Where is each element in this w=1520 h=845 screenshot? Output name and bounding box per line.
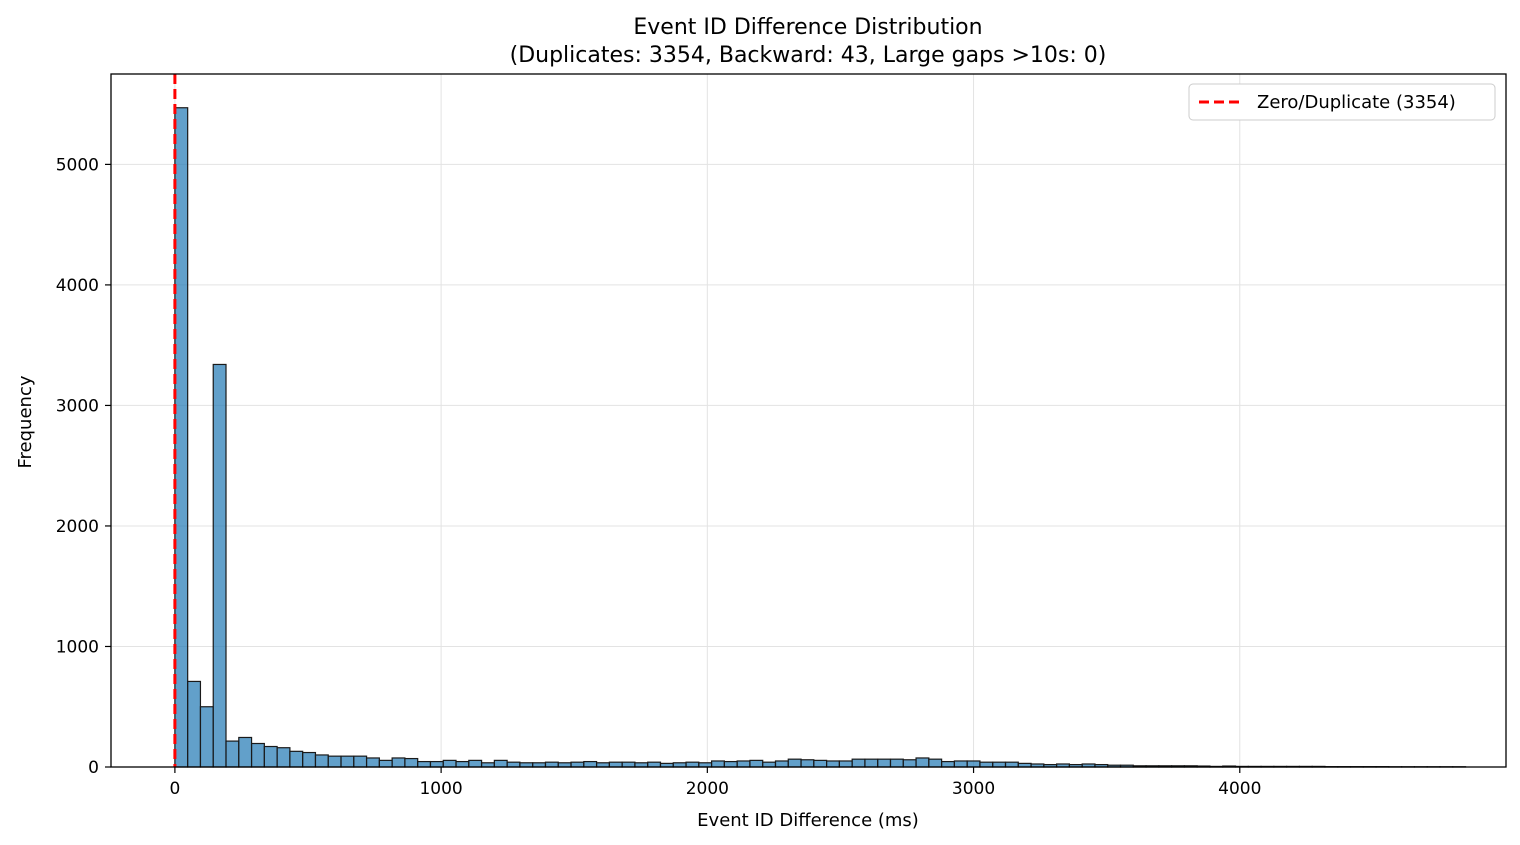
- histogram-bar: [736, 760, 751, 768]
- histogram-bar: [787, 758, 802, 768]
- chart-title: Event ID Difference Distribution: [633, 15, 982, 40]
- histogram-bar: [506, 761, 521, 768]
- histogram-bar: [327, 755, 342, 768]
- x-tick-label: 2000: [686, 779, 729, 799]
- x-tick-label: 1000: [419, 779, 462, 799]
- plot-frame: [110, 73, 1507, 768]
- y-tick-label: 4000: [56, 276, 99, 296]
- histogram-bar: [276, 747, 291, 768]
- histogram-bar: [953, 760, 968, 768]
- legend-label: Zero/Duplicate (3354): [1257, 92, 1456, 113]
- histogram-bar: [493, 759, 508, 768]
- histogram-bar: [570, 761, 585, 768]
- y-tick-label: 5000: [56, 155, 99, 175]
- histogram-bar: [800, 759, 815, 768]
- histogram-bar: [417, 760, 432, 768]
- histogram-bar: [455, 760, 470, 768]
- histogram-bar: [723, 760, 738, 768]
- x-tick-label: 4000: [1218, 779, 1261, 799]
- histogram-bar: [378, 759, 393, 768]
- histogram-bar: [429, 760, 444, 768]
- histogram-bar: [314, 754, 329, 768]
- histogram-bar: [174, 107, 189, 768]
- chart-subtitle: (Duplicates: 3354, Backward: 43, Large g…: [510, 43, 1107, 68]
- histogram-bar: [992, 761, 1007, 768]
- histogram-bar: [187, 680, 202, 768]
- histogram-bar: [941, 760, 955, 768]
- histogram-bar: [813, 759, 828, 768]
- y-tick-label: 3000: [56, 396, 99, 416]
- histogram-bar: [263, 745, 278, 768]
- histogram-bar: [289, 750, 304, 768]
- histogram-bar: [774, 760, 789, 768]
- histogram-bar: [966, 760, 981, 768]
- histogram-bar: [365, 757, 380, 768]
- histogram-bar: [1004, 761, 1019, 768]
- histogram-bar: [302, 751, 317, 768]
- legend-box: [1188, 83, 1496, 121]
- histogram-bar: [340, 755, 355, 768]
- x-axis-label: Event ID Difference (ms): [697, 810, 919, 831]
- histogram-bar: [442, 759, 457, 768]
- histogram-bar: [583, 760, 598, 768]
- histogram-bar: [544, 761, 559, 768]
- histogram-bar: [621, 761, 636, 768]
- histogram-bar: [877, 758, 892, 768]
- histogram-bar: [889, 758, 904, 768]
- histogram-bar: [838, 760, 853, 768]
- y-tick-label: 0: [88, 758, 99, 778]
- y-tick-label: 1000: [56, 637, 99, 657]
- histogram-bar: [199, 706, 214, 768]
- histogram-bars: [174, 107, 1467, 768]
- histogram-bar: [851, 758, 866, 768]
- y-tick-label: 2000: [56, 517, 99, 537]
- histogram-bar: [749, 759, 764, 768]
- histogram-bar: [608, 761, 623, 768]
- histogram-bar: [404, 757, 419, 768]
- grid-lines: [111, 74, 1506, 768]
- histogram-bar: [468, 759, 483, 768]
- histogram-bar: [902, 759, 917, 768]
- x-axis-ticks: 0 1000 2000 3000 4000: [169, 767, 1261, 799]
- histogram-bar: [391, 757, 406, 768]
- histogram-bar: [685, 761, 700, 768]
- histogram-bar: [238, 736, 253, 768]
- histogram-bar: [225, 740, 240, 768]
- histogram-bar: [647, 761, 662, 768]
- histogram-bar: [762, 761, 777, 768]
- legend: Zero/Duplicate (3354): [1188, 83, 1496, 121]
- histogram-bar: [250, 742, 265, 768]
- histogram-bar: [915, 757, 930, 768]
- x-tick-label: 0: [169, 779, 180, 799]
- histogram-bar: [826, 760, 840, 768]
- y-axis-label: Frequency: [15, 375, 36, 468]
- histogram-bar: [710, 760, 725, 768]
- histogram-bar: [979, 761, 994, 768]
- y-axis-ticks: 0 1000 2000 3000 4000 5000: [56, 155, 111, 778]
- histogram-bar: [864, 758, 879, 768]
- histogram-bar: [353, 755, 368, 768]
- histogram-bar: [212, 363, 227, 768]
- histogram-bar: [928, 758, 943, 768]
- x-tick-label: 3000: [952, 779, 995, 799]
